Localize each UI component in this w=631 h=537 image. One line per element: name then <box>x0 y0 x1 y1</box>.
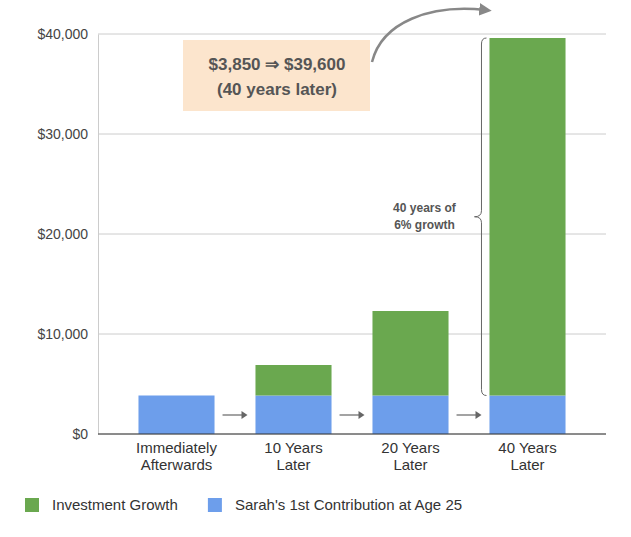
brace-label: 40 years of <box>393 201 457 215</box>
bar-segment <box>489 38 565 396</box>
bar-segment <box>372 311 448 396</box>
y-tick: $40,000 <box>37 26 98 42</box>
annotation-text: (40 years later) <box>217 80 337 99</box>
x-axis-line <box>98 433 606 434</box>
x-tick-label: 20 YearsLater <box>381 439 439 473</box>
grid-line <box>98 34 606 35</box>
bar-segment <box>138 396 214 435</box>
y-tick-label: $20,000 <box>37 226 88 242</box>
y-tick: $30,000 <box>37 126 98 142</box>
y-tick-label: $10,000 <box>37 326 88 342</box>
x-tick-label: ImmediatelyAfterwards <box>136 439 217 473</box>
x-tick-label: 40 YearsLater <box>498 439 556 473</box>
step-arrow <box>223 414 244 415</box>
y-tick: $0 <box>72 426 98 442</box>
y-tick-label: $40,000 <box>37 26 88 42</box>
annotation-text: $3,850 ⇒ $39,600 <box>209 55 346 74</box>
legend-label: Sarah's 1st Contribution at Age 25 <box>235 496 462 513</box>
step-arrow-head <box>475 411 481 419</box>
bar-segment <box>255 396 331 435</box>
chart: $0 $10,000 $20,000 $30,000 $40,000 Immediatel… <box>0 0 631 537</box>
y-tick-label: $30,000 <box>37 126 88 142</box>
curved-arrow <box>372 9 485 62</box>
step-arrow <box>457 414 478 415</box>
y-tick: $10,000 <box>37 326 98 342</box>
x-tick: 20 YearsLater <box>381 434 439 473</box>
legend: Investment Growth Sarah's 1st Contributio… <box>25 496 462 513</box>
bars <box>138 38 565 434</box>
x-tick: ImmediatelyAfterwards <box>136 434 217 473</box>
x-axis: ImmediatelyAfterwards 10 YearsLater 20 Yea… <box>98 434 606 473</box>
y-tick: $20,000 <box>37 226 98 242</box>
annotation-box <box>183 40 370 111</box>
y-axis: $0 $10,000 $20,000 $30,000 $40,000 <box>37 26 98 442</box>
y-tick-label: $0 <box>72 426 88 442</box>
brace <box>474 38 486 396</box>
x-tick: 10 YearsLater <box>264 434 322 473</box>
y-axis-line <box>98 35 99 435</box>
x-tick: 40 YearsLater <box>498 434 556 473</box>
bar-segment <box>372 396 448 435</box>
step-arrow-head <box>241 411 247 419</box>
bar-segment <box>255 365 331 396</box>
legend-label: Investment Growth <box>52 496 178 513</box>
bar-segment <box>489 396 565 435</box>
step-arrow-head <box>358 411 364 419</box>
legend-swatch <box>25 498 39 512</box>
annotation: $3,850 ⇒ $39,600 (40 years later) <box>183 40 370 111</box>
x-tick-label: 10 YearsLater <box>264 439 322 473</box>
legend-swatch <box>208 498 222 512</box>
brace-label: 6% growth <box>394 218 455 232</box>
grid <box>98 34 606 434</box>
bar-segment <box>138 395 214 396</box>
step-arrow <box>340 414 361 415</box>
grid-line <box>98 434 606 435</box>
